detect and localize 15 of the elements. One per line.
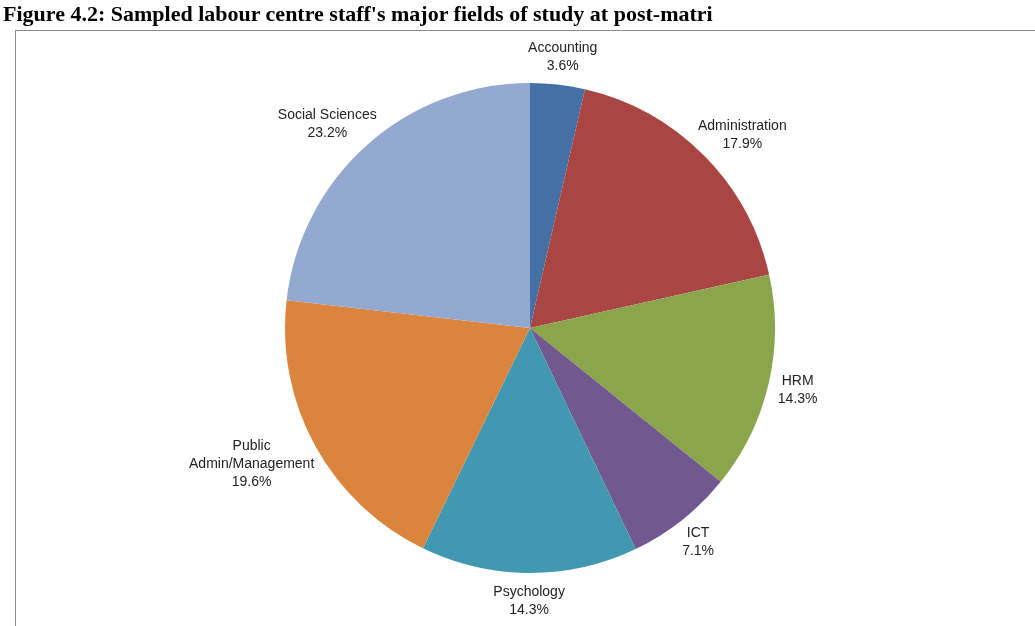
- data-label: 14.3%: [509, 600, 549, 617]
- data-label: 23.2%: [307, 124, 348, 141]
- data-label: 3.6%: [546, 56, 579, 73]
- slice-label: HRM: [781, 371, 814, 388]
- chart-title: Figure 4.2: Sampled labour centre staff's major fields of study at post-matri: [3, 1, 713, 27]
- slice-label: Administration: [697, 117, 787, 134]
- slice-label: Psychology: [493, 582, 565, 599]
- data-label: 19.6%: [231, 472, 272, 489]
- slice-label: ICT: [686, 523, 710, 540]
- data-label: 14.3%: [777, 389, 818, 406]
- slice-label: Social Sciences: [277, 106, 377, 123]
- data-label: 17.9%: [722, 135, 763, 152]
- slice-label: Accounting: [528, 38, 598, 55]
- data-label: 7.1%: [682, 541, 715, 558]
- slice-label: Public Admin/Management: [189, 436, 315, 471]
